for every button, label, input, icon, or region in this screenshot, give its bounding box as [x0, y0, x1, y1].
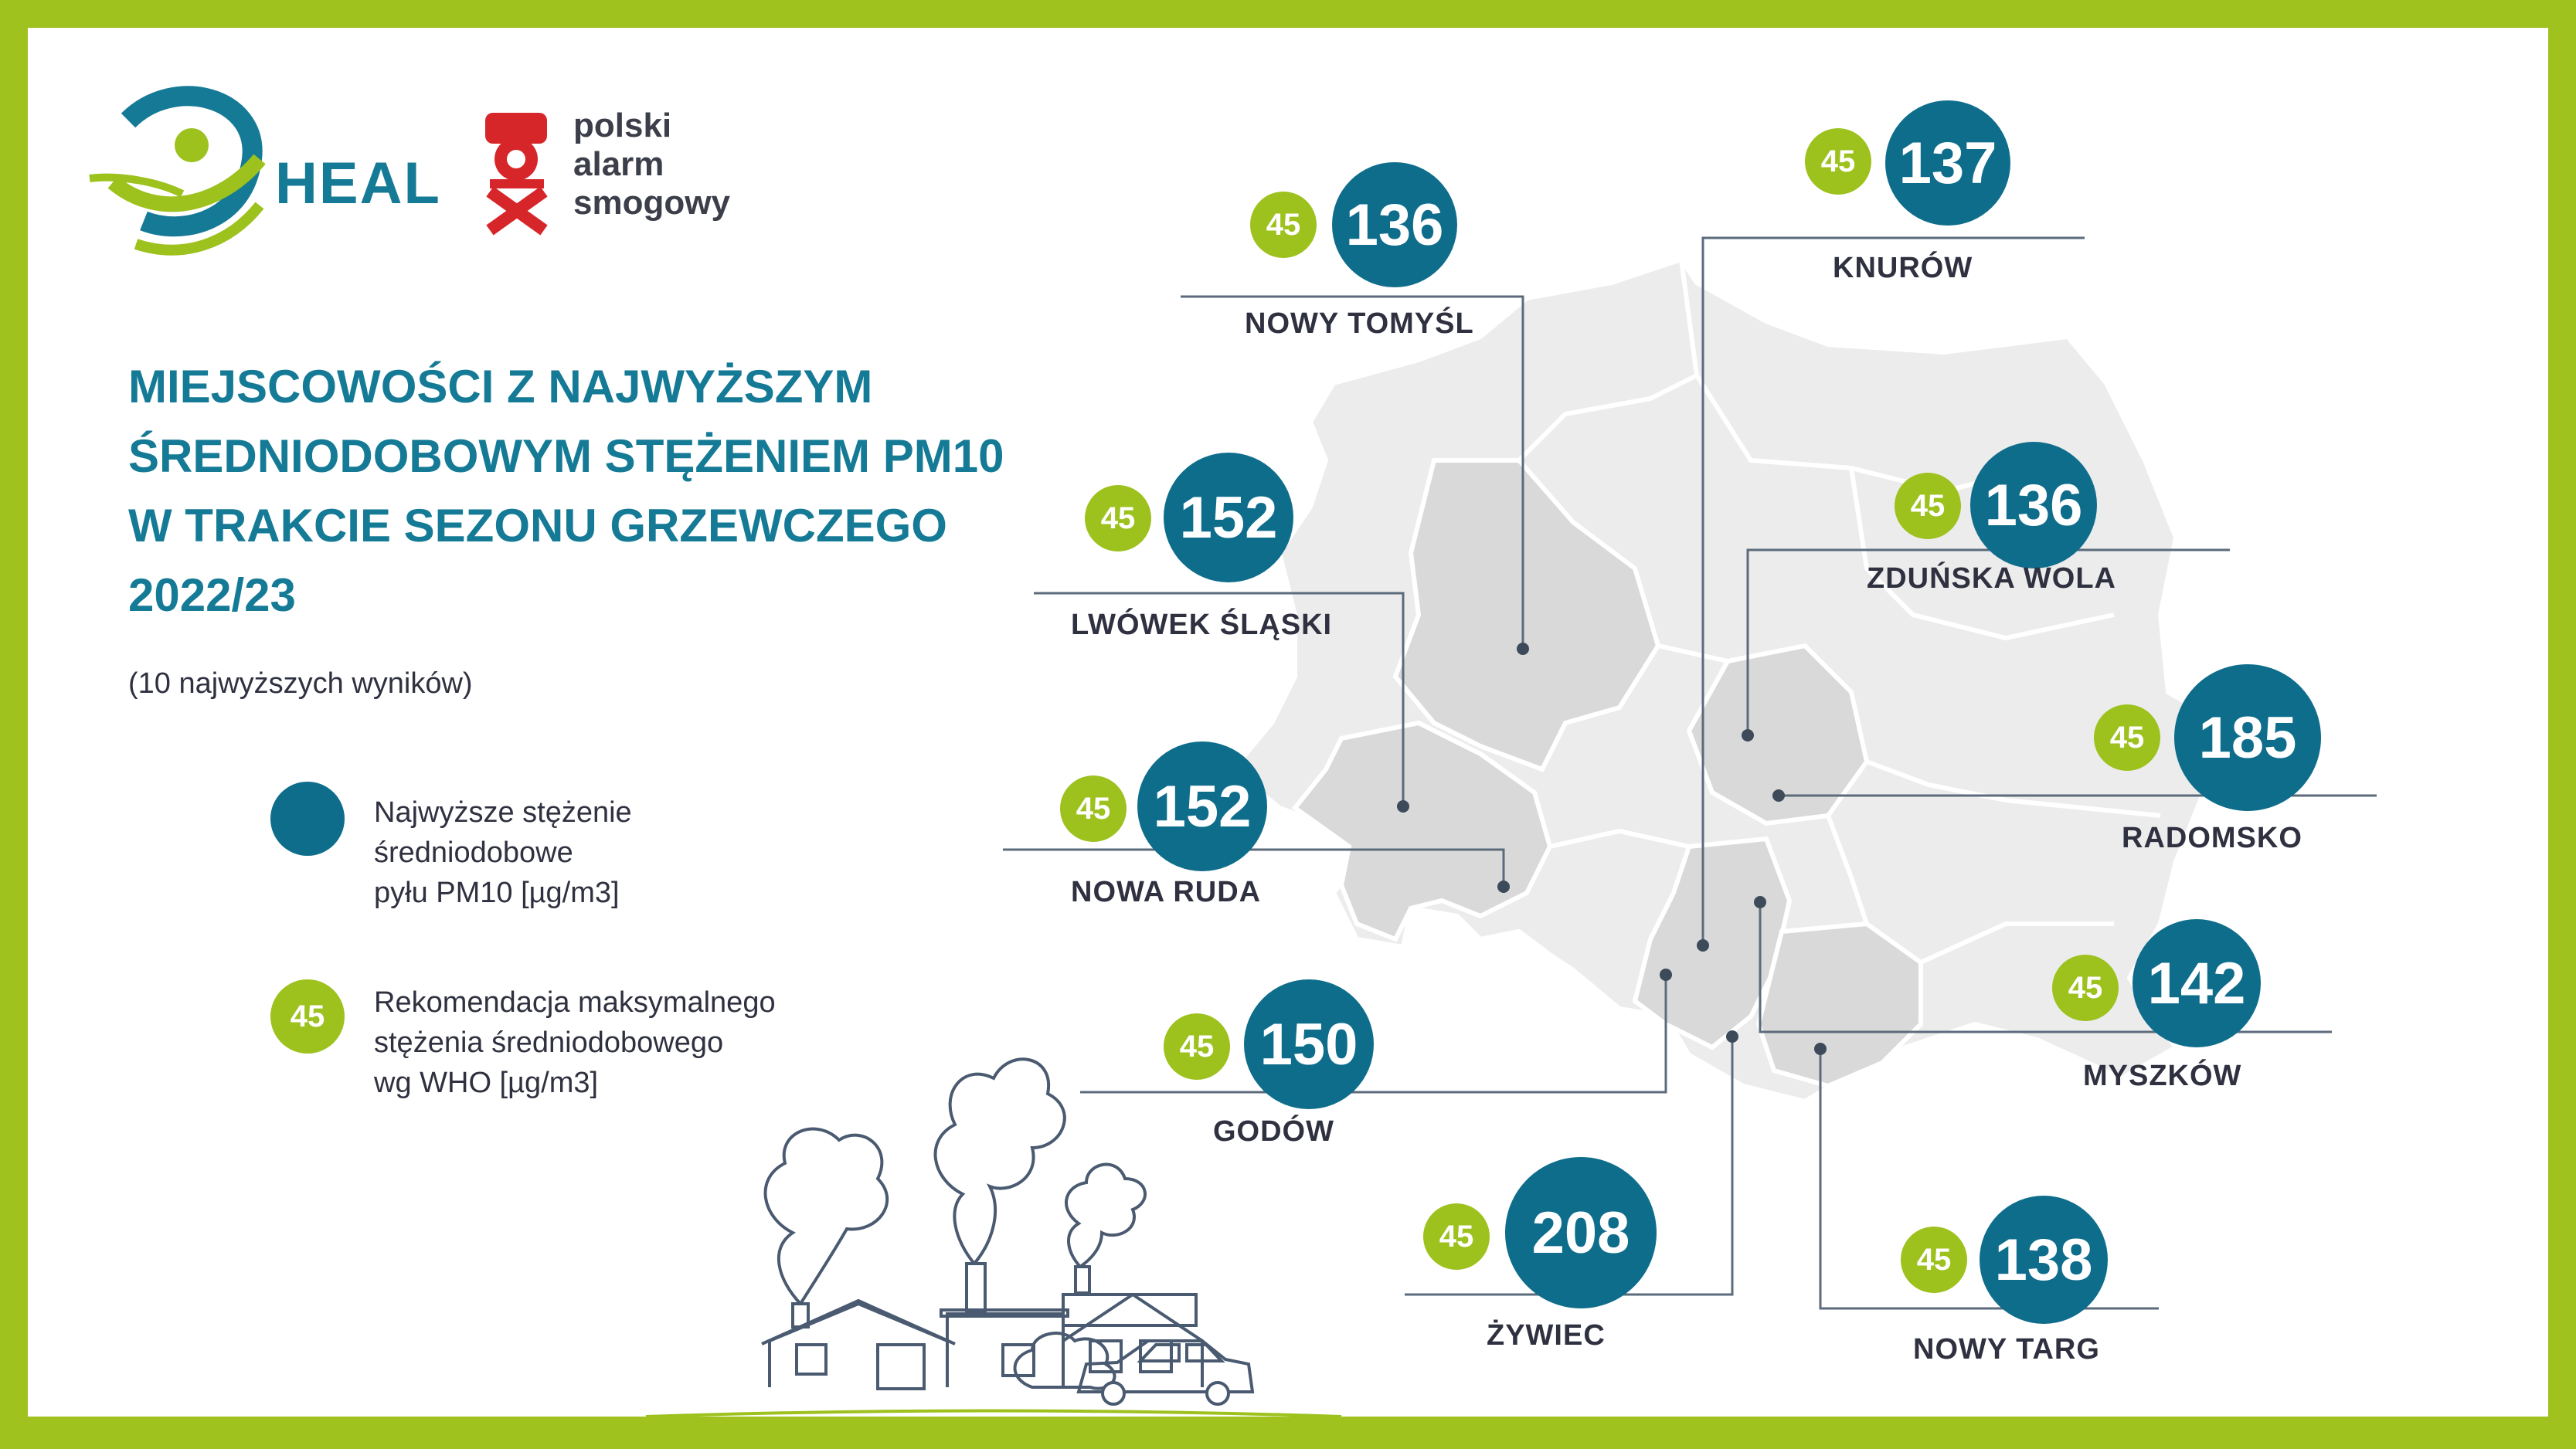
pm10-bubble: 152 [1164, 453, 1293, 582]
legend-line: wg WHO [µg/m3] [374, 1067, 599, 1099]
who-bubble: 45 [1423, 1203, 1490, 1270]
title-line: W TRAKCIE SEZONU GRZEWCZEGO [128, 500, 947, 551]
who-bubble: 45 [1164, 1013, 1230, 1080]
city-label: RADOMSKO [2122, 822, 2302, 854]
city-label: NOWY TARG [1913, 1333, 2100, 1366]
city-label: KNURÓW [1833, 252, 1973, 284]
psa-logo-line: smogowy [573, 184, 730, 222]
map-region-wielkopolskie [1392, 458, 1661, 772]
who-bubble: 45 [1805, 128, 1871, 195]
who-bubble: 45 [1901, 1227, 1967, 1293]
pm10-bubble: 137 [1885, 100, 2010, 226]
pm10-bubble: 185 [2174, 664, 2321, 811]
who-bubble: 45 [1250, 192, 1317, 258]
pm10-bubble: 138 [1980, 1196, 2108, 1324]
psa-logo-line: polski [573, 107, 672, 144]
subtitle: (10 najwyższych wyników) [128, 667, 473, 700]
city-label: MYSZKÓW [2083, 1060, 2242, 1092]
page-title: MIEJSCOWOŚCI Z NAJWYŻSZYM ŚREDNIODOBOWYM… [128, 352, 1133, 630]
pm10-bubble: 136 [1332, 162, 1457, 287]
pm10-bubble: 136 [1970, 442, 2097, 568]
city-label: NOWY TOMYŚL [1245, 307, 1474, 340]
city-markers [1397, 643, 1827, 1055]
pm10-bubble: 152 [1137, 741, 1267, 871]
psa-logo-line: alarm [573, 145, 664, 183]
title-line: MIEJSCOWOŚCI Z NAJWYŻSZYM [128, 361, 873, 412]
map-region-slaskie [1632, 836, 1793, 1050]
legend-who-dot: 45 [270, 979, 345, 1054]
city-label: ZDUŃSKA WOLA [1867, 562, 2116, 595]
legend-line: Najwyższe stężenie [374, 796, 632, 829]
legend-who-text: Rekomendacja maksymalnego stężenia średn… [374, 982, 776, 1103]
legend-line: pyłu PM10 [µg/m3] [374, 877, 620, 909]
who-bubble: 45 [2094, 704, 2160, 771]
heal-logo-mark [89, 86, 266, 256]
who-bubble: 45 [1060, 775, 1127, 842]
pm10-bubble: 208 [1505, 1157, 1657, 1308]
city-label: ŻYWIEC [1487, 1319, 1606, 1352]
pm10-bubble: 150 [1244, 979, 1374, 1109]
map-canvas [89, 86, 2377, 1417]
city-label: LWÓWEK ŚLĄSKI [1071, 609, 1333, 641]
title-line: ŚREDNIODOBOWYM STĘŻENIEM PM10 [128, 430, 1004, 482]
legend-pm10-text: Najwyższe stężenie średniodobowe pyłu PM… [374, 792, 632, 913]
heal-logo-text: HEAL [275, 151, 441, 216]
map-region-malopolskie [1755, 921, 1923, 1089]
title-line: 2022/23 [128, 569, 296, 621]
who-bubble: 45 [1085, 485, 1151, 551]
legend-line: Rekomendacja maksymalnego [374, 986, 776, 1019]
smog-illustration [645, 1057, 1342, 1417]
infographic-frame: HEAL polski alarm smogowy MIEJSCOWOŚCI Z… [28, 28, 2548, 1417]
city-label: NOWA RUDA [1071, 876, 1262, 908]
psa-logo-mark [485, 113, 548, 236]
city-label: GODÓW [1213, 1115, 1334, 1148]
who-bubble: 45 [2052, 955, 2119, 1021]
legend-pm10-dot [270, 782, 345, 856]
map-region-dolnoslaskie [1291, 720, 1553, 942]
who-bubble: 45 [1895, 473, 1961, 539]
pm10-bubble: 142 [2133, 919, 2261, 1047]
psa-logo-text: polski alarm smogowy [573, 107, 730, 222]
legend-line: średniodobowe [374, 836, 573, 869]
legend-line: stężenia średniodobowego [374, 1027, 724, 1059]
map-borders [1517, 259, 2161, 965]
